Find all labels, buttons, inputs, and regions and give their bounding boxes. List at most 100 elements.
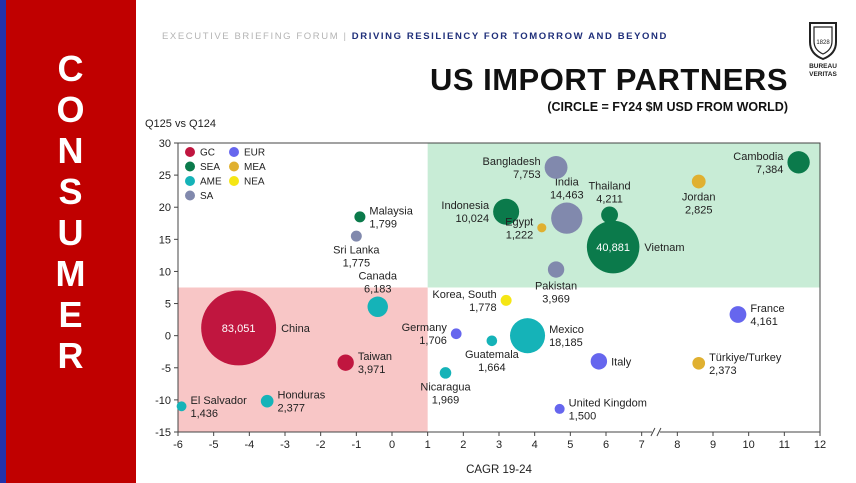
x-tick-label: 2 [460,439,466,451]
x-tick-label: 1 [425,439,431,451]
legend-label-ame: AME [200,177,222,188]
bubble-label-guatemala: Guatemala [465,349,520,361]
bubble-united-kingdom [554,403,565,414]
x-tick-label: -2 [316,439,326,451]
bubble-value-france: 4,161 [750,316,778,328]
bubble-taiwan [337,354,354,371]
bubble-india [551,202,583,234]
logo-word-2: VERITAS [809,71,837,78]
bubble-value-china: 83,051 [222,323,256,335]
bubble-label-thailand: Thailand [588,180,630,192]
axis-break-mark [656,427,662,437]
x-tick-label: 10 [743,439,755,451]
chart-title: US IMPORT PARTNERS [429,62,788,97]
bubble-value-indonesia: 10,024 [455,213,489,225]
bubble-el-salvador [176,401,187,412]
forum-header: EXECUTIVE BRIEFING FORUM | DRIVING RESIL… [162,31,668,42]
x-tick-label: 11 [779,439,790,451]
y-tick-label: -15 [155,427,171,439]
legend-label-nea: NEA [244,177,265,188]
legend-label-sea: SEA [200,162,220,173]
bubble-label-bangladesh: Bangladesh [483,156,541,168]
bubble-value-united-kingdom: 1,500 [569,410,597,422]
bubble-label-jordan: Jordan [682,191,716,203]
bubble-t-rkiye-turkey [692,356,706,370]
legend-label-eur: EUR [244,148,265,159]
logo-word-1: BUREAU [809,63,837,70]
bubble-label-france: France [750,303,784,315]
bubble-label-korea-south: Korea, South [432,289,496,301]
bubble-pakistan [547,261,565,278]
bubble-value-t-rkiye-turkey: 2,373 [709,365,737,377]
legend-label-gc: GC [200,148,215,159]
y-tick-label: 0 [165,331,171,343]
bubble-label-pakistan: Pakistan [535,281,577,293]
x-tick-label: 0 [389,439,395,451]
bubble-value-germany: 1,706 [419,335,447,347]
bubble-value-cambodia: 7,384 [756,164,784,176]
y-tick-label: -10 [155,395,171,407]
bubble-vietnam [586,220,640,274]
bubble-value-jordan: 2,825 [685,204,713,216]
bubble-value-thailand: 4,211 [596,193,623,205]
legend-swatch-sa [185,190,195,201]
bubble-malaysia [354,211,366,223]
bubble-label-taiwan: Taiwan [358,351,392,363]
forum-tagline: DRIVING RESILIENCY FOR TOMORROW AND BEYO… [351,31,668,42]
x-tick-label: -3 [280,439,290,451]
bubble-value-el-salvador: 1,436 [190,408,218,420]
forum-prefix: EXECUTIVE BRIEFING FORUM [162,31,340,42]
bubble-label-canada: Canada [358,271,397,283]
bubble-value-egypt: 1,222 [506,229,534,241]
side-letter: O [56,89,86,130]
x-axis-label: CAGR 19-24 [466,464,532,476]
legend-swatch-nea [229,176,239,186]
x-tick-label: -4 [244,439,254,451]
bubble-value-india: 14,463 [550,190,584,202]
side-letter: E [58,294,84,335]
bureau-veritas-logo: 1828 BUREAU VERITAS [809,22,838,78]
legend-swatch-ame [185,176,195,186]
x-tick-label: 5 [567,439,573,451]
bubble-indonesia [493,198,520,225]
logo-shield-icon [809,22,837,61]
bubble-egypt [537,223,547,233]
bubble-label-india: India [555,177,580,189]
y-tick-label: 25 [159,170,171,182]
x-tick-label: 8 [674,439,680,451]
bubble-value-pakistan: 3,969 [542,294,570,306]
y-tick-label: 15 [159,234,171,246]
bubble-label-cambodia: Cambodia [733,151,784,163]
y-axis-label: Q125 vs Q124 [145,118,216,130]
bubble-germany [450,328,462,340]
y-tick-label: -5 [161,363,171,375]
bubble-value-canada: 6,183 [364,284,392,296]
logo-year: 1828 [816,40,830,46]
bubble-label-honduras: Honduras [278,390,326,402]
side-band: C O N S U M E R [0,0,136,483]
y-tick-label: 30 [159,138,171,150]
legend-swatch-eur [229,147,239,157]
side-band-accent [0,0,6,483]
bubble-label-united-kingdom: United Kingdom [569,397,647,409]
bubble-honduras [260,394,274,408]
bubble-nicaragua [439,367,452,379]
x-tick-label: 3 [496,439,502,451]
side-letter: S [58,171,84,212]
bubble-value-taiwan: 3,971 [358,364,386,376]
x-tick-label: -5 [209,439,219,451]
legend-swatch-gc [185,147,195,157]
bubble-france [729,306,747,323]
bubble-label-nicaragua: Nicaragua [420,382,471,394]
bubble-value-vietnam: 40,881 [596,242,630,254]
bubble-cambodia [787,151,810,174]
bubble-value-sri-lanka: 1,775 [343,258,371,270]
bubble-label-indonesia: Indonesia [441,200,490,212]
bubble-china [201,290,277,366]
bubble-label-mexico: Mexico [549,324,584,336]
x-tick-label: 7 [639,439,645,451]
bubble-label-malaysia: Malaysia [369,205,413,217]
side-letter: U [57,212,85,253]
bubble-label-italy: Italy [611,356,632,368]
x-tick-label: 4 [532,439,538,451]
